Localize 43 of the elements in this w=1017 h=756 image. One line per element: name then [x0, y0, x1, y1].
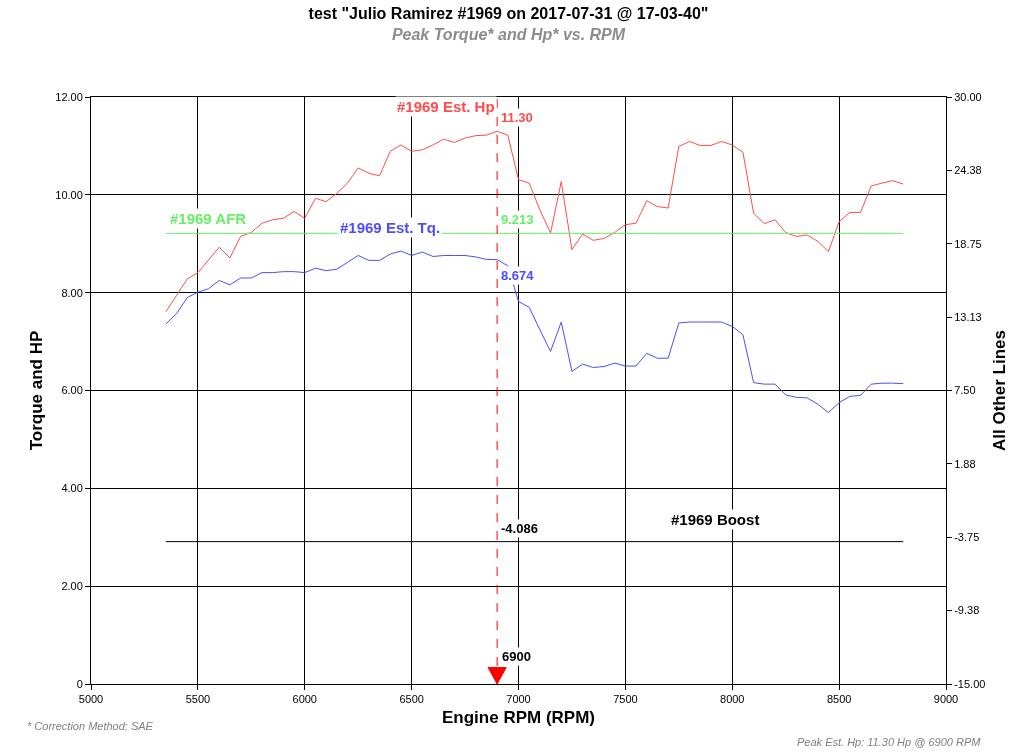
- y-tick-label: 8.00: [61, 286, 83, 299]
- y2-tick-label: -9.38: [954, 604, 980, 617]
- x-tick-label: 5000: [78, 693, 104, 706]
- data-label: -4.086: [501, 521, 538, 536]
- y-tick-label: 10.00: [55, 188, 83, 201]
- text: * Correction Method: SAE: [27, 720, 154, 732]
- y2-tick-label: -3.75: [954, 531, 980, 544]
- series-label: #1969 AFR: [170, 210, 247, 227]
- series-label: #1969 Est. Hp: [397, 98, 495, 115]
- y-tick-label: 0: [76, 677, 83, 690]
- data-label: 8.674: [501, 268, 535, 283]
- y2-tick-label: 13.13: [954, 310, 982, 323]
- x-tick-label: 5500: [185, 693, 211, 706]
- line-series: [165, 130, 904, 313]
- data-label: 9.213: [501, 212, 534, 227]
- y2-tick-label: 24.38: [954, 164, 982, 177]
- y-tick-label: 6.00: [61, 384, 83, 397]
- data-label: 11.30: [501, 110, 533, 125]
- y2-tick-label: 30.00: [954, 90, 982, 103]
- y2-tick-label: 1.88: [954, 457, 976, 470]
- chart-subtitle: Peak Torque* and Hp* vs. RPM: [391, 26, 626, 43]
- y-axis-title: Torque and HP: [26, 330, 46, 451]
- line-series: [165, 250, 904, 414]
- y-tick-label: 12.00: [55, 90, 83, 103]
- series-label: #1969 Boost: [671, 511, 760, 528]
- x-tick-label: 6500: [399, 693, 424, 706]
- x-tick-label: 9000: [933, 693, 959, 706]
- x-tick-label: 8500: [826, 693, 852, 706]
- x-tick-label: 7500: [613, 693, 638, 706]
- x-tick-label: 6000: [292, 693, 317, 706]
- y2-tick-label: -15.00: [954, 677, 986, 690]
- x-tick-label: 8000: [720, 693, 745, 706]
- y2-tick-label: 18.75: [954, 237, 982, 250]
- y-tick-label: 2.00: [61, 580, 83, 593]
- text: Peak Est. Hp: 11.30 Hp @ 6900 RPM: [797, 736, 982, 748]
- y-tick-label: 4.00: [61, 482, 83, 495]
- y2-axis-title: All Other Lines: [989, 330, 1009, 451]
- x-axis-title: Engine RPM (RPM): [442, 707, 595, 727]
- ref-line-label: 6900: [502, 649, 531, 664]
- chart-title: test "Julio Ramirez #1969 on 2017-07-31 @ 17-03-40": [308, 5, 709, 23]
- y2-tick-label: 7.50: [954, 384, 976, 397]
- series-label: #1969 Est. Tq.: [340, 219, 441, 236]
- x-tick-label: 7000: [506, 693, 531, 706]
